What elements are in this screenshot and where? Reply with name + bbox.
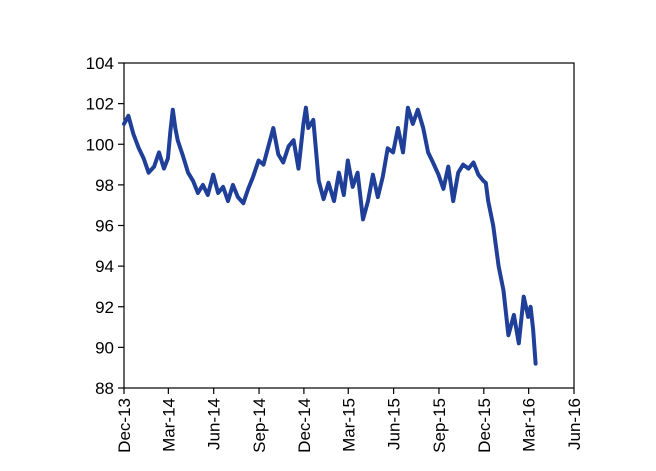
x-tick-label: Jun-14 [205, 398, 224, 450]
x-tick-label: Sep-14 [250, 398, 269, 453]
x-axis: Dec-13 Mar-14 Jun-14 Sep-14 Dec-14 Mar-15 Jun-… [115, 388, 584, 453]
y-tick-label: 90 [95, 338, 114, 357]
x-tick-label: Mar-14 [159, 398, 178, 452]
y-tick-label: 104 [86, 54, 114, 73]
y-axis: 88 90 92 94 96 98 100 102 104 [86, 54, 124, 398]
y-tick-label: 88 [95, 379, 114, 398]
x-tick-label: Dec-14 [295, 398, 314, 453]
plot-border [123, 62, 575, 389]
x-tick-label: Dec-13 [115, 398, 134, 453]
y-tick-label: 94 [95, 257, 114, 276]
y-tick-label: 96 [95, 217, 114, 236]
x-tick-label: Sep-15 [430, 398, 449, 453]
series-line-1 [122, 105, 538, 366]
x-tick-label: Jun-15 [385, 398, 404, 450]
y-tick-label: 98 [95, 176, 114, 195]
series-group [122, 105, 538, 366]
y-tick-label: 92 [95, 298, 114, 317]
y-tick-label: 102 [86, 95, 114, 114]
x-tick-label: Mar-16 [520, 398, 539, 452]
plot-frame [123, 62, 575, 389]
x-tick-label: Dec-15 [475, 398, 494, 453]
x-tick-label: Mar-15 [339, 398, 358, 452]
y-tick-label: 100 [86, 135, 114, 154]
x-tick-label: Jun-16 [565, 398, 584, 450]
